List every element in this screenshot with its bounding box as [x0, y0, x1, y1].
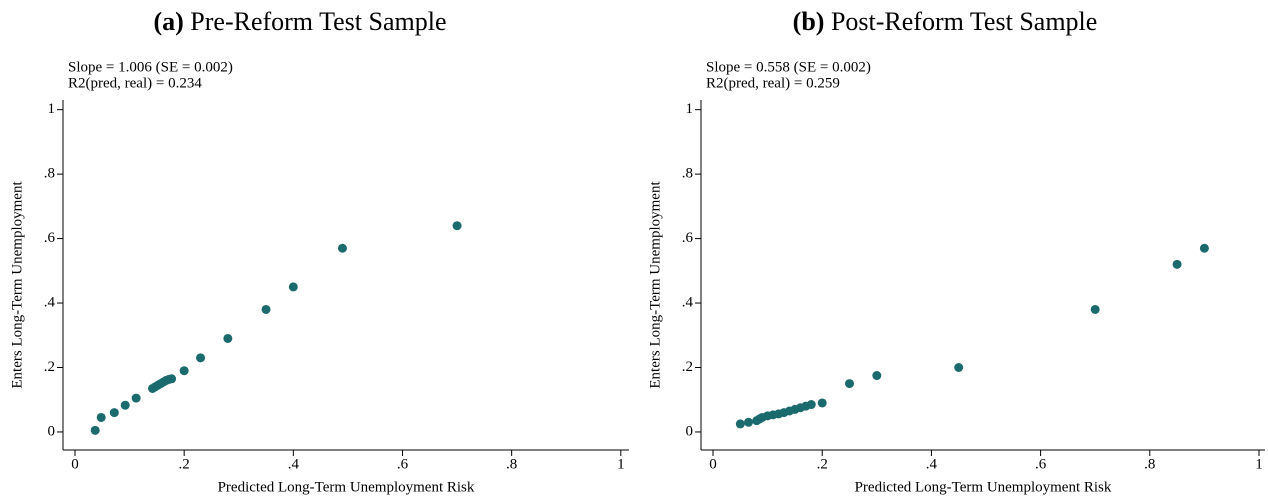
y-tick-label: .6	[682, 230, 694, 246]
point	[223, 333, 233, 343]
y-tick-label: .2	[44, 359, 55, 375]
title-text: Pre-Reform Test Sample	[190, 7, 446, 36]
y-tick-label: .2	[682, 359, 693, 375]
y-tick-label: 1	[48, 101, 56, 117]
chart-title: (b) Post-Reform Test Sample	[793, 7, 1098, 36]
point	[1090, 304, 1100, 314]
x-tick-label: 1	[1255, 456, 1263, 472]
x-axis-label: Predicted Long-Term Unemployment Risk	[855, 479, 1112, 495]
y-tick-label: 0	[48, 423, 56, 439]
point	[131, 393, 141, 403]
point	[288, 282, 298, 292]
x-tick-label: .6	[397, 456, 409, 472]
point	[90, 425, 100, 435]
y-tick-label: .8	[682, 166, 693, 182]
point	[96, 412, 106, 422]
annotation: R2(pred, real) = 0.259	[706, 75, 840, 91]
point	[806, 400, 816, 410]
point	[167, 374, 177, 384]
x-tick-label: 1	[617, 456, 625, 472]
y-axis-label: Enters Long-Term Unemployment	[9, 181, 25, 389]
y-tick-label: 1	[686, 101, 694, 117]
x-tick-label: .6	[1035, 456, 1047, 472]
y-tick-label: .6	[44, 230, 56, 246]
point	[735, 419, 745, 429]
y-tick-label: .8	[44, 166, 55, 182]
point	[120, 400, 130, 410]
panel: (b) Post-Reform Test Sample Slope = 0.558…	[647, 7, 1265, 495]
point	[196, 353, 206, 363]
x-axis-label: Predicted Long-Term Unemployment Risk	[218, 479, 475, 495]
x-tick-label: 0	[709, 456, 717, 472]
title-text: Post-Reform Test Sample	[831, 7, 1097, 36]
point	[179, 366, 189, 376]
point	[872, 371, 882, 381]
panel-label: (a)	[153, 7, 183, 36]
chart-title: (a) Pre-Reform Test Sample	[153, 7, 446, 36]
annotation: Slope = 0.558 (SE = 0.002)	[706, 59, 871, 75]
annotation: R2(pred, real) = 0.234	[68, 75, 202, 91]
x-tick-label: .4	[288, 456, 300, 472]
x-tick-label: .4	[926, 456, 938, 472]
x-tick-label: 0	[71, 456, 79, 472]
point	[744, 417, 754, 427]
y-tick-label: 0	[686, 423, 694, 439]
point	[452, 221, 462, 231]
point	[109, 408, 119, 418]
panel-label: (b)	[793, 7, 825, 36]
y-tick-label: .4	[44, 294, 56, 310]
y-tick-label: .4	[682, 294, 694, 310]
point	[817, 398, 827, 408]
point	[954, 362, 964, 372]
point	[261, 304, 271, 314]
panel: (a) Pre-Reform Test Sample Slope = 1.006 …	[9, 7, 629, 495]
point	[1199, 243, 1209, 253]
point	[337, 243, 347, 253]
y-axis-label: Enters Long-Term Unemployment	[647, 181, 663, 389]
x-tick-label: .8	[506, 456, 517, 472]
x-tick-label: .2	[817, 456, 828, 472]
annotation: Slope = 1.006 (SE = 0.002)	[68, 59, 233, 75]
point	[845, 379, 855, 389]
point	[1172, 259, 1182, 269]
x-tick-label: .8	[1144, 456, 1155, 472]
x-tick-label: .2	[179, 456, 190, 472]
